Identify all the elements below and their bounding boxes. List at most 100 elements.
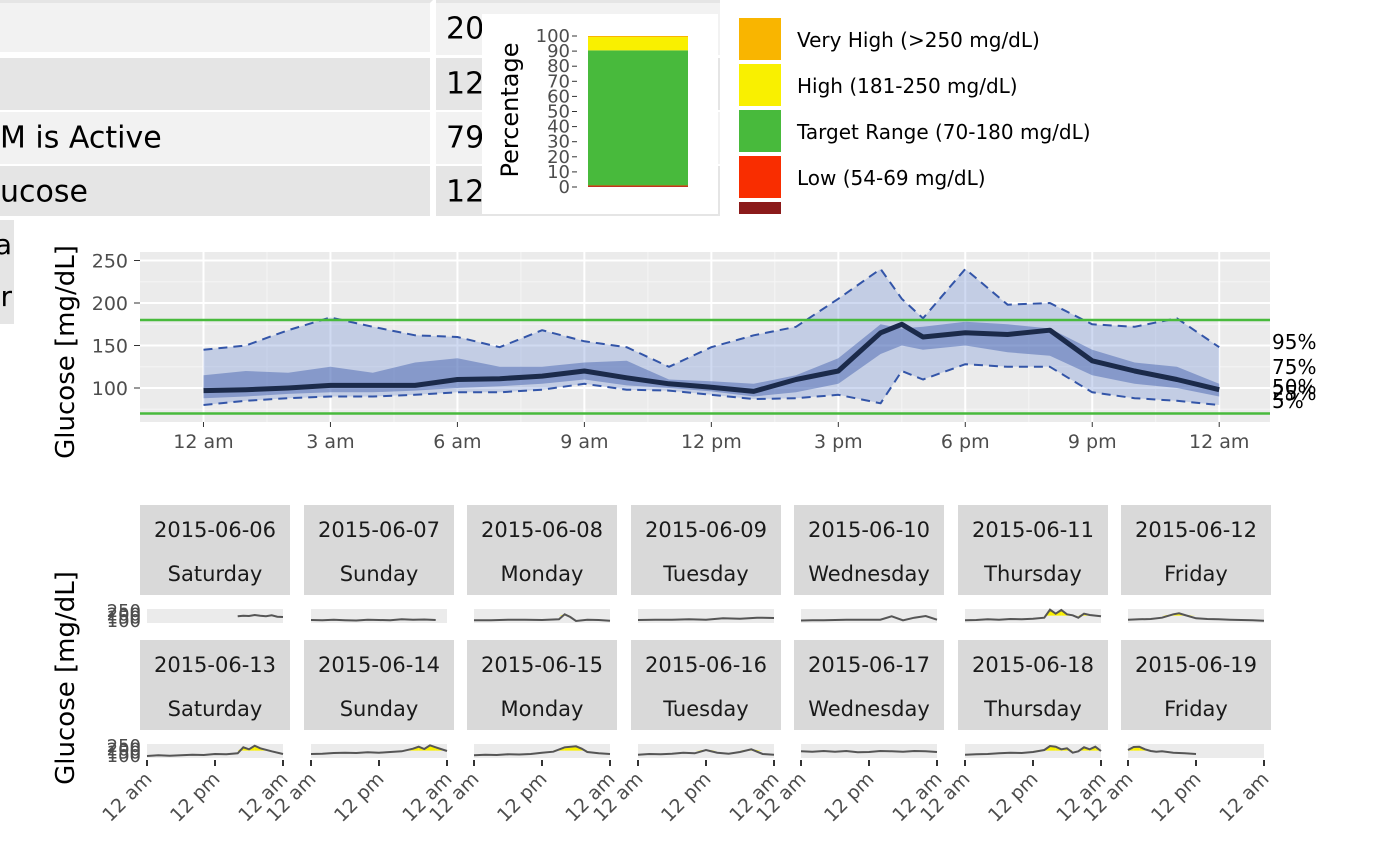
facet-y-tick-label: 200 — [107, 739, 141, 760]
facet-x-tick-label: 12 pm — [330, 768, 389, 827]
facet-x-tick-label: 12 am — [1215, 768, 1273, 826]
agp-line-p5 — [203, 363, 1220, 406]
facet-strip-weekday: Monday — [501, 562, 584, 586]
range-bar-segments — [588, 36, 688, 187]
stats-extra-label: r — [0, 280, 12, 313]
stats-label: ucose — [0, 174, 88, 210]
facet-strip — [304, 505, 454, 595]
legend-label-target: Target Range (70-180 mg/dL) — [797, 120, 1091, 144]
legend-key-very-low — [738, 201, 782, 215]
facet-glucose-line — [310, 744, 448, 755]
facet-strip-date: 2015-06-13 — [154, 653, 276, 677]
stats-value: 12 — [446, 174, 485, 210]
legend-key-very-high — [738, 17, 782, 61]
facet-strip — [467, 505, 617, 595]
facet-strip-weekday: Saturday — [168, 697, 263, 721]
facet-strip-weekday: Monday — [501, 697, 584, 721]
facet-strip — [467, 640, 617, 730]
facet-x-tick-label: 12 pm — [657, 768, 716, 827]
daily-facet-chart: Glucose [mg/dL] 2015-06-06Saturday100150… — [51, 505, 1274, 827]
facet-ylabel: Glucose [mg/dL] — [51, 571, 81, 785]
facet-strip — [1121, 505, 1271, 595]
stats-extra-label: a — [0, 228, 12, 261]
range-bar-tick-label: 30 — [547, 132, 570, 153]
facet-strip-date: 2015-06-11 — [972, 518, 1094, 542]
agp-x-tick-label: 9 pm — [1068, 431, 1117, 453]
facet-strip-date: 2015-06-12 — [1135, 518, 1257, 542]
facet-strip-date: 2015-06-18 — [972, 653, 1094, 677]
facet-strip — [631, 640, 781, 730]
facet-x-tick-label: 12 pm — [984, 768, 1043, 827]
facet-strip — [1121, 640, 1271, 730]
facet-glucose-line — [310, 618, 436, 622]
facet-y-tick-label: 100 — [107, 611, 141, 632]
facet-glucose-line — [637, 748, 775, 756]
range-bar-ylabel: Percentage — [496, 42, 524, 177]
agp-x-tick-label: 3 pm — [814, 431, 863, 453]
legend-label-high: High (181-250 mg/dL) — [797, 74, 1018, 98]
facet-x-tick-label: 12 pm — [1147, 768, 1206, 827]
facet-strip-weekday: Sunday — [340, 697, 419, 721]
facet-glucose-line — [964, 608, 1102, 622]
stats-value: 79 — [446, 120, 485, 156]
range-bar-tick-label: 60 — [547, 86, 570, 107]
agp-ylabel: Glucose [mg/dL] — [51, 245, 81, 459]
range-bar-segment — [588, 185, 688, 187]
agp-x-tick-label: 6 pm — [941, 431, 990, 453]
range-bar-segment — [588, 36, 688, 38]
facet-strip-date: 2015-06-10 — [808, 518, 930, 542]
agp-y-tick-label: 150 — [92, 336, 128, 358]
facet-y-tick-label: 150 — [107, 608, 141, 629]
range-bar-tick-label: 0 — [559, 177, 570, 198]
agp-percentile-label: 75% — [1272, 355, 1316, 379]
facet-glucose-line — [473, 613, 611, 623]
stats-label-cell: ucose — [0, 166, 433, 216]
facet-x-tick-label: 12 pm — [493, 768, 552, 827]
facet-strip-weekday: Thursday — [983, 562, 1082, 586]
facet-y-tick-label: 100 — [107, 746, 141, 767]
facet-strip — [794, 505, 944, 595]
agp-line-median — [203, 321, 1220, 394]
range-bar-tick-label: 70 — [547, 71, 570, 92]
facet-strip-weekday: Wednesday — [808, 562, 930, 586]
agp-x-tick-label: 12 am — [173, 431, 233, 453]
stats-label: M is Active — [0, 120, 162, 156]
agp-percentile-label: 95% — [1272, 330, 1316, 354]
legend-label-very-high: Very High (>250 mg/dL) — [797, 28, 1040, 52]
facet-strip-date: 2015-06-17 — [808, 653, 930, 677]
facet-glucose-line — [146, 744, 284, 757]
range-bar-tick-label: 80 — [547, 56, 570, 77]
agp-y-tick-label: 200 — [92, 293, 128, 315]
agp-percentile-label: 50% — [1272, 375, 1316, 399]
facet-strip-date: 2015-06-07 — [318, 518, 440, 542]
facet-glucose-line — [800, 614, 938, 622]
range-bar-tick-label: 100 — [536, 26, 570, 47]
facet-strip-date: 2015-06-15 — [481, 653, 603, 677]
facet-x-tick-label: 12 pm — [166, 768, 225, 827]
stats-label-cell — [0, 58, 433, 110]
facet-strip-weekday: Wednesday — [808, 697, 930, 721]
facet-glucose-line — [1127, 745, 1197, 755]
range-bar-tick-label: 50 — [547, 102, 570, 123]
agp-y-tick-label: 100 — [92, 378, 128, 400]
agp-x-tick-label: 12 pm — [681, 431, 742, 453]
agp-band-5-95 — [203, 269, 1220, 405]
facet-strip — [794, 640, 944, 730]
facet-strip-date: 2015-06-08 — [481, 518, 603, 542]
facet-x-tick-label: 12 pm — [820, 768, 879, 827]
agp-x-tick-label: 9 am — [560, 431, 608, 453]
facet-strip-weekday: Tuesday — [662, 697, 748, 721]
range-bar-segment — [588, 50, 688, 186]
agp-line-p95 — [203, 268, 1220, 368]
facet-y-tick-label: 150 — [107, 743, 141, 764]
stats-extra-row: a — [0, 220, 14, 272]
stats-value: 20 — [446, 11, 485, 47]
agp-percentile-label: 5% — [1272, 389, 1304, 413]
facet-panel — [638, 609, 774, 623]
facet-strip — [631, 505, 781, 595]
facet-y-tick-label: 250 — [107, 601, 141, 622]
facet-panel — [1128, 744, 1264, 758]
facet-strip-date: 2015-06-09 — [645, 518, 767, 542]
facet-glucose-line — [473, 745, 611, 757]
stats-label-cell: M is Active — [0, 112, 433, 164]
